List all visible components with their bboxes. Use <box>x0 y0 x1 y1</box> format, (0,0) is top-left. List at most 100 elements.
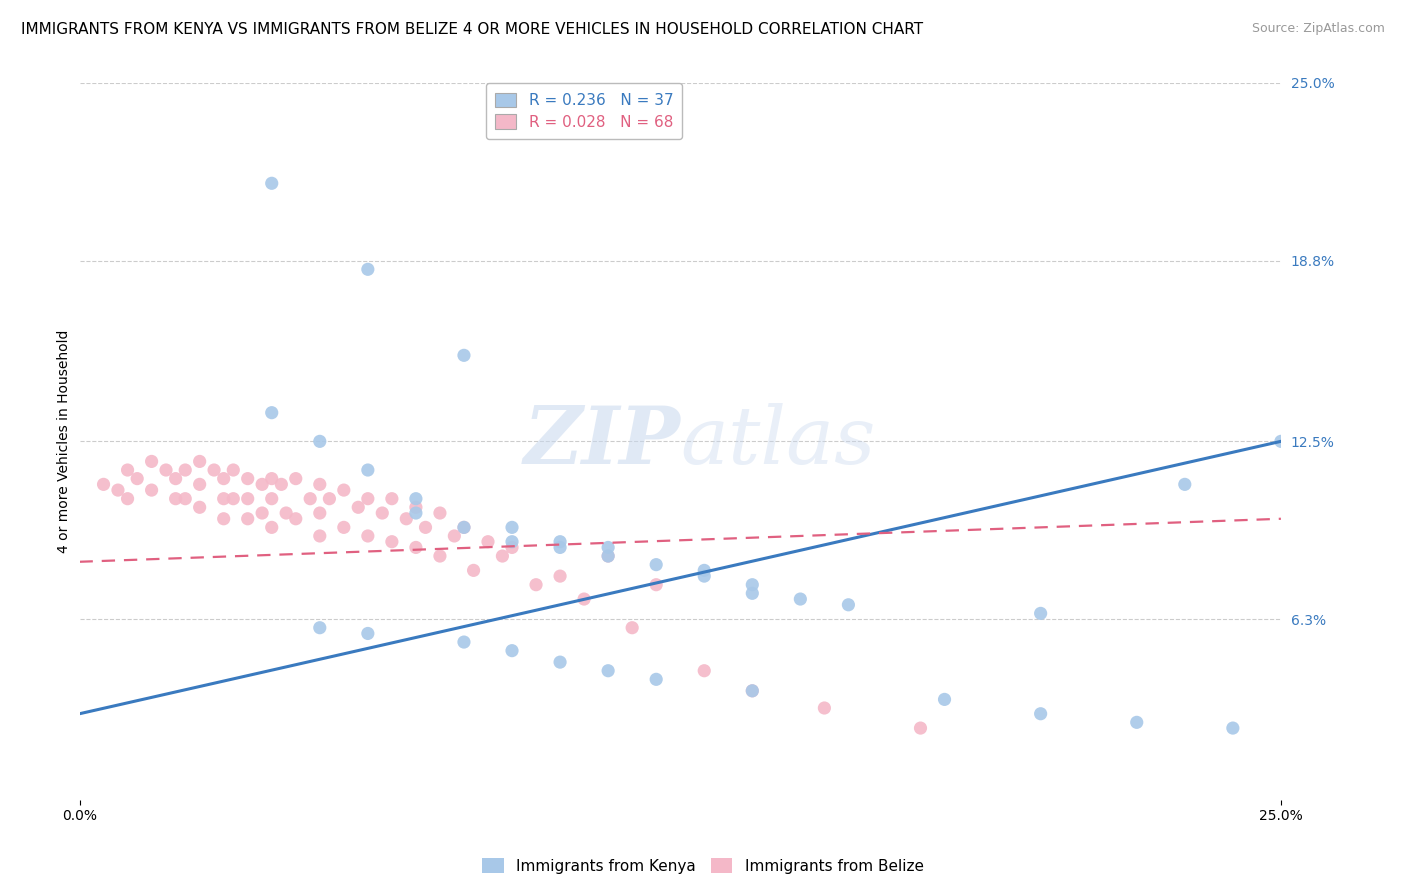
Point <box>357 626 380 640</box>
Point <box>250 477 273 491</box>
Point <box>693 664 716 678</box>
Point <box>405 541 427 555</box>
Point <box>93 477 115 491</box>
Point <box>415 520 437 534</box>
Point <box>308 477 330 491</box>
Point <box>308 506 330 520</box>
Point <box>453 520 475 534</box>
Point <box>548 655 571 669</box>
Point <box>741 683 763 698</box>
Point <box>789 592 811 607</box>
Point <box>548 541 571 555</box>
Point <box>165 491 187 506</box>
Point <box>308 529 330 543</box>
Text: Source: ZipAtlas.com: Source: ZipAtlas.com <box>1251 22 1385 36</box>
Point <box>524 578 547 592</box>
Point <box>381 491 404 506</box>
Point <box>188 500 211 515</box>
Point <box>598 541 620 555</box>
Point <box>1029 706 1052 721</box>
Point <box>357 491 380 506</box>
Point <box>598 549 620 563</box>
Point <box>598 664 620 678</box>
Point <box>347 500 370 515</box>
Point <box>284 512 307 526</box>
Point <box>381 534 404 549</box>
Point <box>141 454 163 468</box>
Point <box>357 529 380 543</box>
Point <box>501 520 523 534</box>
Point <box>453 635 475 649</box>
Point <box>405 491 427 506</box>
Text: ZIP: ZIP <box>523 402 681 480</box>
Point <box>276 506 298 520</box>
Point <box>1174 477 1197 491</box>
Point <box>491 549 513 563</box>
Legend: Immigrants from Kenya, Immigrants from Belize: Immigrants from Kenya, Immigrants from B… <box>477 852 929 880</box>
Point <box>501 541 523 555</box>
Point <box>141 483 163 497</box>
Point <box>260 176 283 190</box>
Point <box>645 558 668 572</box>
Point <box>260 472 283 486</box>
Point <box>1222 721 1244 735</box>
Point <box>693 563 716 577</box>
Point <box>260 406 283 420</box>
Point <box>501 643 523 657</box>
Point <box>1270 434 1292 449</box>
Point <box>222 463 245 477</box>
Point <box>299 491 322 506</box>
Point <box>155 463 177 477</box>
Point <box>357 463 380 477</box>
Point <box>548 569 571 583</box>
Point <box>501 534 523 549</box>
Point <box>236 491 259 506</box>
Point <box>453 348 475 362</box>
Legend: R = 0.236   N = 37, R = 0.028   N = 68: R = 0.236 N = 37, R = 0.028 N = 68 <box>486 84 682 139</box>
Point <box>202 463 225 477</box>
Point <box>693 569 716 583</box>
Point <box>405 506 427 520</box>
Point <box>429 549 451 563</box>
Point <box>212 491 235 506</box>
Point <box>236 472 259 486</box>
Point <box>645 578 668 592</box>
Point <box>598 549 620 563</box>
Point <box>572 592 595 607</box>
Point <box>127 472 149 486</box>
Point <box>260 491 283 506</box>
Point <box>813 701 835 715</box>
Point <box>477 534 499 549</box>
Point <box>1125 715 1147 730</box>
Point <box>318 491 340 506</box>
Point <box>188 454 211 468</box>
Y-axis label: 4 or more Vehicles in Household: 4 or more Vehicles in Household <box>58 330 72 553</box>
Point <box>212 472 235 486</box>
Point <box>645 673 668 687</box>
Point <box>260 520 283 534</box>
Point <box>548 534 571 549</box>
Point <box>837 598 859 612</box>
Point <box>741 683 763 698</box>
Point <box>284 472 307 486</box>
Point <box>188 477 211 491</box>
Point <box>371 506 394 520</box>
Point <box>453 520 475 534</box>
Point <box>107 483 129 497</box>
Point <box>270 477 292 491</box>
Point <box>308 434 330 449</box>
Point <box>333 483 356 497</box>
Point <box>357 262 380 277</box>
Point <box>463 563 485 577</box>
Point <box>174 463 197 477</box>
Point <box>429 506 451 520</box>
Point <box>1029 607 1052 621</box>
Point <box>934 692 956 706</box>
Point <box>117 491 139 506</box>
Point <box>236 512 259 526</box>
Point <box>621 621 644 635</box>
Point <box>308 621 330 635</box>
Point <box>117 463 139 477</box>
Point <box>222 491 245 506</box>
Text: atlas: atlas <box>681 402 876 480</box>
